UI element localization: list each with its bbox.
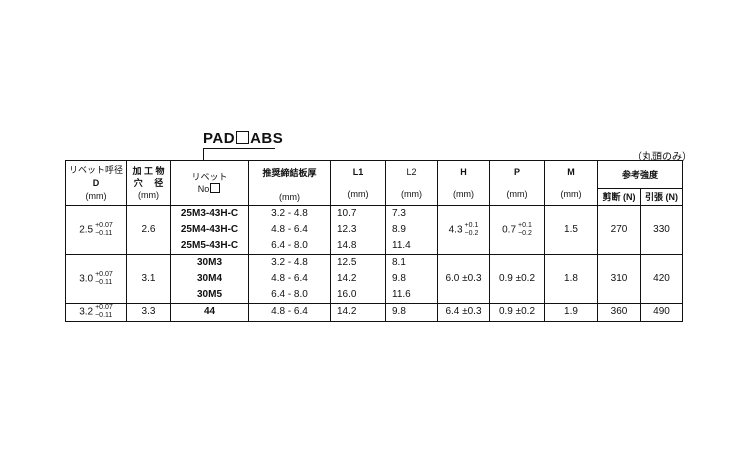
placeholder-box-icon [236,131,250,144]
title-underline [203,148,275,149]
list-item: 9.8 [392,273,406,284]
header-rivet: リベット No [170,160,249,206]
rivet-cell: 44 [170,303,249,322]
list-item: 10.7 [337,208,357,219]
d-cell: 3.0 +0.07 −0.11 [65,254,127,304]
title-leader-line [203,148,204,160]
m-cell: 1.9 [544,303,598,322]
header-m: M (mm) [544,160,598,206]
shear-cell: 360 [597,303,641,322]
list-item: 12.3 [337,224,357,235]
spec-table: リベット呼径 D (mm) 加 工 物穴 径 (mm) リベット No 推奨締結板厚 (m… [65,160,683,322]
list-item: 11.6 [392,289,411,300]
header-l1: L1 (mm) [330,160,386,206]
m-cell: 1.8 [544,254,598,304]
list-item: 6.4 - 8.0 [271,240,308,251]
list-item: 30M4 [196,273,222,284]
header-h: H (mm) [437,160,490,206]
list-item: 25M5-43H-C [180,240,239,251]
list-item: 14.2 [337,273,357,284]
l1-cell: 10.7 12.3 14.8 [330,205,386,255]
l2-cell: 8.1 9.8 11.6 [385,254,438,304]
list-item: 8.1 [392,257,406,268]
l1-cell: 12.5 14.2 16.0 [330,254,386,304]
list-item: 4.8 - 6.4 [271,306,308,318]
list-item: 11.4 [392,240,411,251]
table-row-group: 2.5 +0.07 −0.11 2.6 25M3-43H-C 25M4-43H-C 25M5… [65,205,683,255]
shear-cell: 310 [597,254,641,304]
list-item: 25M4-43H-C [180,224,239,235]
tensile-cell: 490 [640,303,683,322]
h-cell: 6.0 ±0.3 [437,254,490,304]
l1-cell: 14.2 [330,303,386,322]
shear-cell: 270 [597,205,641,255]
hole-cell: 3.1 [126,254,171,304]
list-item: 6.4 - 8.0 [271,289,308,300]
table-note: （丸頭のみ） [632,152,692,163]
list-item: 3.2 - 4.8 [271,208,308,219]
rivet-cell: 25M3-43H-C 25M4-43H-C 25M5-43H-C [170,205,249,255]
hole-cell: 2.6 [126,205,171,255]
list-item: 16.0 [337,289,357,300]
product-title: PAD ABS [203,130,284,147]
list-item: 14.8 [337,240,357,251]
p-cell: 0.9 ±0.2 [489,303,545,322]
list-item: 9.8 [392,306,406,318]
list-item: 7.3 [392,208,406,219]
header-d: リベット呼径 D (mm) [65,160,127,206]
header-tensile: 引張 (N) [640,188,683,206]
h-cell: 4.3 +0.1 −0.2 [437,205,490,255]
table-row-group: 3.0 +0.07 −0.11 3.1 30M3 30M4 30M5 3.2 - 4.8 4.8… [65,254,683,304]
plate-cell: 3.2 - 4.8 4.8 - 6.4 6.4 - 8.0 [248,205,331,255]
header-plate: 推奨締結板厚 (mm) [248,160,331,206]
hole-cell: 3.3 [126,303,171,322]
d-cell: 2.5 +0.07 −0.11 [65,205,127,255]
header-strength: 参考強度 [597,160,683,189]
list-item: 8.9 [392,224,406,235]
list-item: 12.5 [337,257,357,268]
rivet-cell: 30M3 30M4 30M5 [170,254,249,304]
tensile-cell: 330 [640,205,683,255]
list-item: 4.8 - 6.4 [271,273,308,284]
header-p: P (mm) [489,160,545,206]
m-cell: 1.5 [544,205,598,255]
header-shear: 剪断 (N) [597,188,641,206]
list-item: 3.2 - 4.8 [271,257,308,268]
p-cell: 0.7 +0.1 −0.2 [489,205,545,255]
header-l2: L2 (mm) [385,160,438,206]
l2-cell: 9.8 [385,303,438,322]
list-item: 14.2 [337,306,357,318]
d-cell: 3.2 +0.07 −0.11 [65,303,127,322]
tensile-cell: 420 [640,254,683,304]
list-item: 30M5 [196,289,222,300]
plate-cell: 4.8 - 6.4 [248,303,331,322]
placeholder-box-icon [210,183,221,193]
list-item: 4.8 - 6.4 [271,224,308,235]
plate-cell: 3.2 - 4.8 4.8 - 6.4 6.4 - 8.0 [248,254,331,304]
p-cell: 0.9 ±0.2 [489,254,545,304]
list-item: 30M3 [196,257,222,268]
header-hole: 加 工 物穴 径 (mm) [126,160,171,206]
list-item: 44 [203,306,216,318]
list-item: 25M3-43H-C [180,208,239,219]
l2-cell: 7.3 8.9 11.4 [385,205,438,255]
table-row-group: 3.2 +0.07 −0.11 3.3 44 4.8 - 6.4 14.2 9.8 6.4 ±0… [65,303,683,322]
h-cell: 6.4 ±0.3 [437,303,490,322]
